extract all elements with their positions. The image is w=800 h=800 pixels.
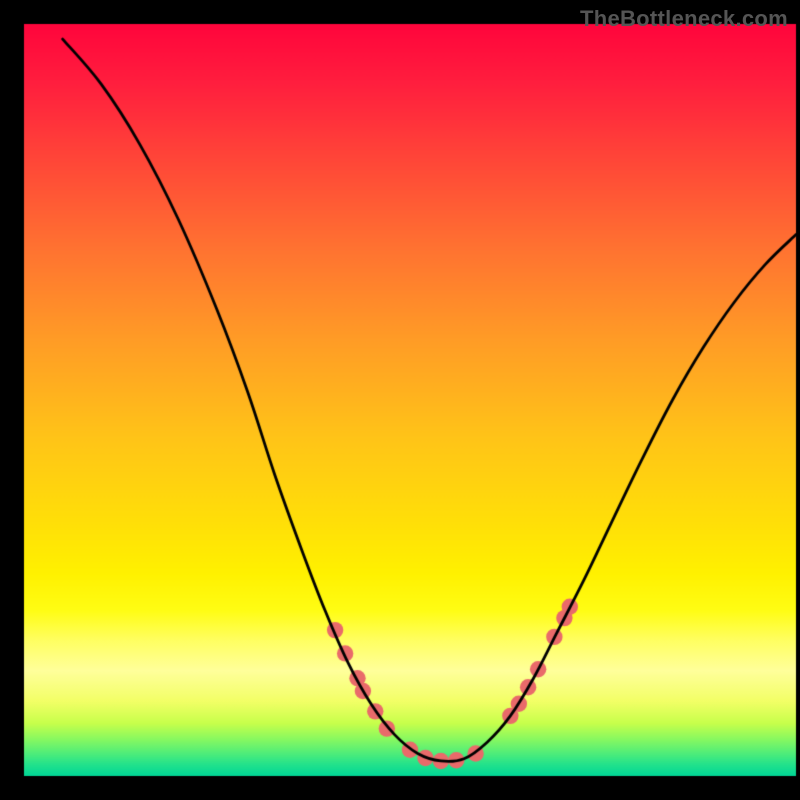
chart-stage: TheBottleneck.com	[0, 0, 800, 800]
gradient-background	[0, 0, 800, 800]
watermark-text: TheBottleneck.com	[580, 6, 788, 32]
